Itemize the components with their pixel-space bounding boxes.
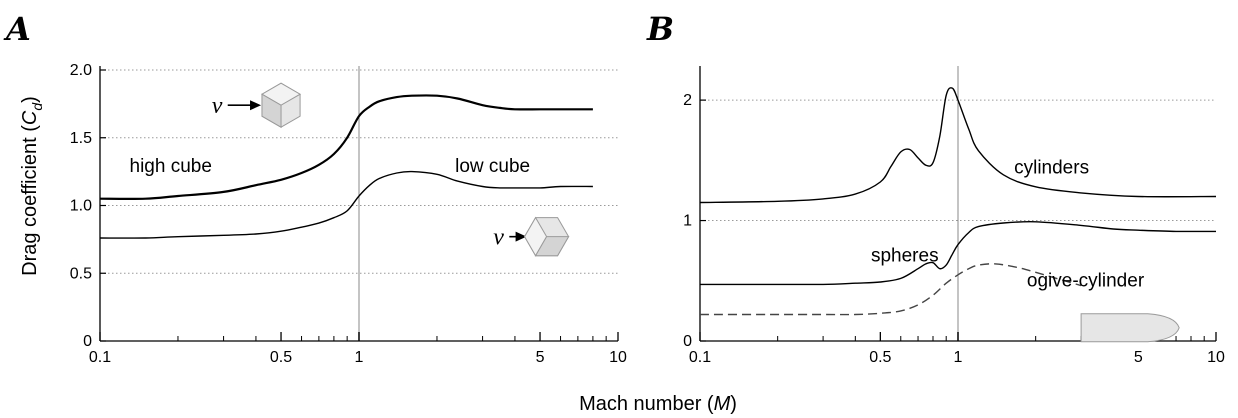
flow-arrowhead-icon <box>250 100 262 111</box>
x-tick-label: 0.5 <box>869 349 891 366</box>
x-tick-label: 10 <box>1207 349 1225 366</box>
ogive-cylinder-icon <box>1080 313 1180 343</box>
velocity-label: v <box>212 93 223 119</box>
panel-b-letter: B <box>646 10 674 48</box>
y-tick-label: 1 <box>683 213 692 230</box>
x-axis-title: Mach number (M) <box>579 393 737 415</box>
velocity-label: v <box>493 225 504 251</box>
x-tick-label: 5 <box>1134 349 1143 366</box>
y-axis-title: Drag coefficient (Cd) <box>19 96 45 276</box>
series-line-cylinders <box>699 87 1217 204</box>
series-annotation: high cube <box>130 156 212 177</box>
x-tick-label: 1 <box>355 349 364 366</box>
x-tick-label: 10 <box>609 349 627 366</box>
series-line-ogive-cylinder <box>700 263 1082 316</box>
panel-a-chart: 0.1 0.5 1 5 10 0 0.5 1.0 1.5 2.0 high cube low cube… <box>70 62 627 366</box>
x-tick-label: 0.1 <box>89 349 111 366</box>
series-annotation: spheres <box>871 245 939 266</box>
series-line-high-cube <box>99 94 593 201</box>
panel-b-chart: 0.1 0.5 1 5 10 0 1 2 cylinders spheres ogive-cylin… <box>683 66 1225 366</box>
x-tick-label: 5 <box>536 349 545 366</box>
series-annotation: cylinders <box>1014 157 1089 178</box>
x-tick-label: 0.5 <box>270 349 292 366</box>
y-tick-label: 0 <box>83 333 92 350</box>
series-annotation: ogive-cylinder <box>1027 271 1145 292</box>
x-tick-label: 1 <box>954 349 963 366</box>
y-tick-label: 0.5 <box>70 265 92 282</box>
y-tick-label: 0 <box>683 333 692 350</box>
panel-a-letter: A <box>3 10 31 48</box>
y-tick-label: 2.0 <box>70 62 92 79</box>
series-annotation: low cube <box>455 156 530 177</box>
y-tick-label: 2 <box>683 92 692 109</box>
y-tick-label: 1.0 <box>70 198 92 215</box>
cube-icon <box>260 82 302 129</box>
series-line-spheres <box>699 221 1217 286</box>
flow-arrowhead-icon <box>515 231 527 242</box>
series-line-low-cube <box>99 170 593 239</box>
y-tick-label: 1.5 <box>70 130 92 147</box>
cube-icon <box>524 216 570 257</box>
x-tick-label: 0.1 <box>689 349 711 366</box>
